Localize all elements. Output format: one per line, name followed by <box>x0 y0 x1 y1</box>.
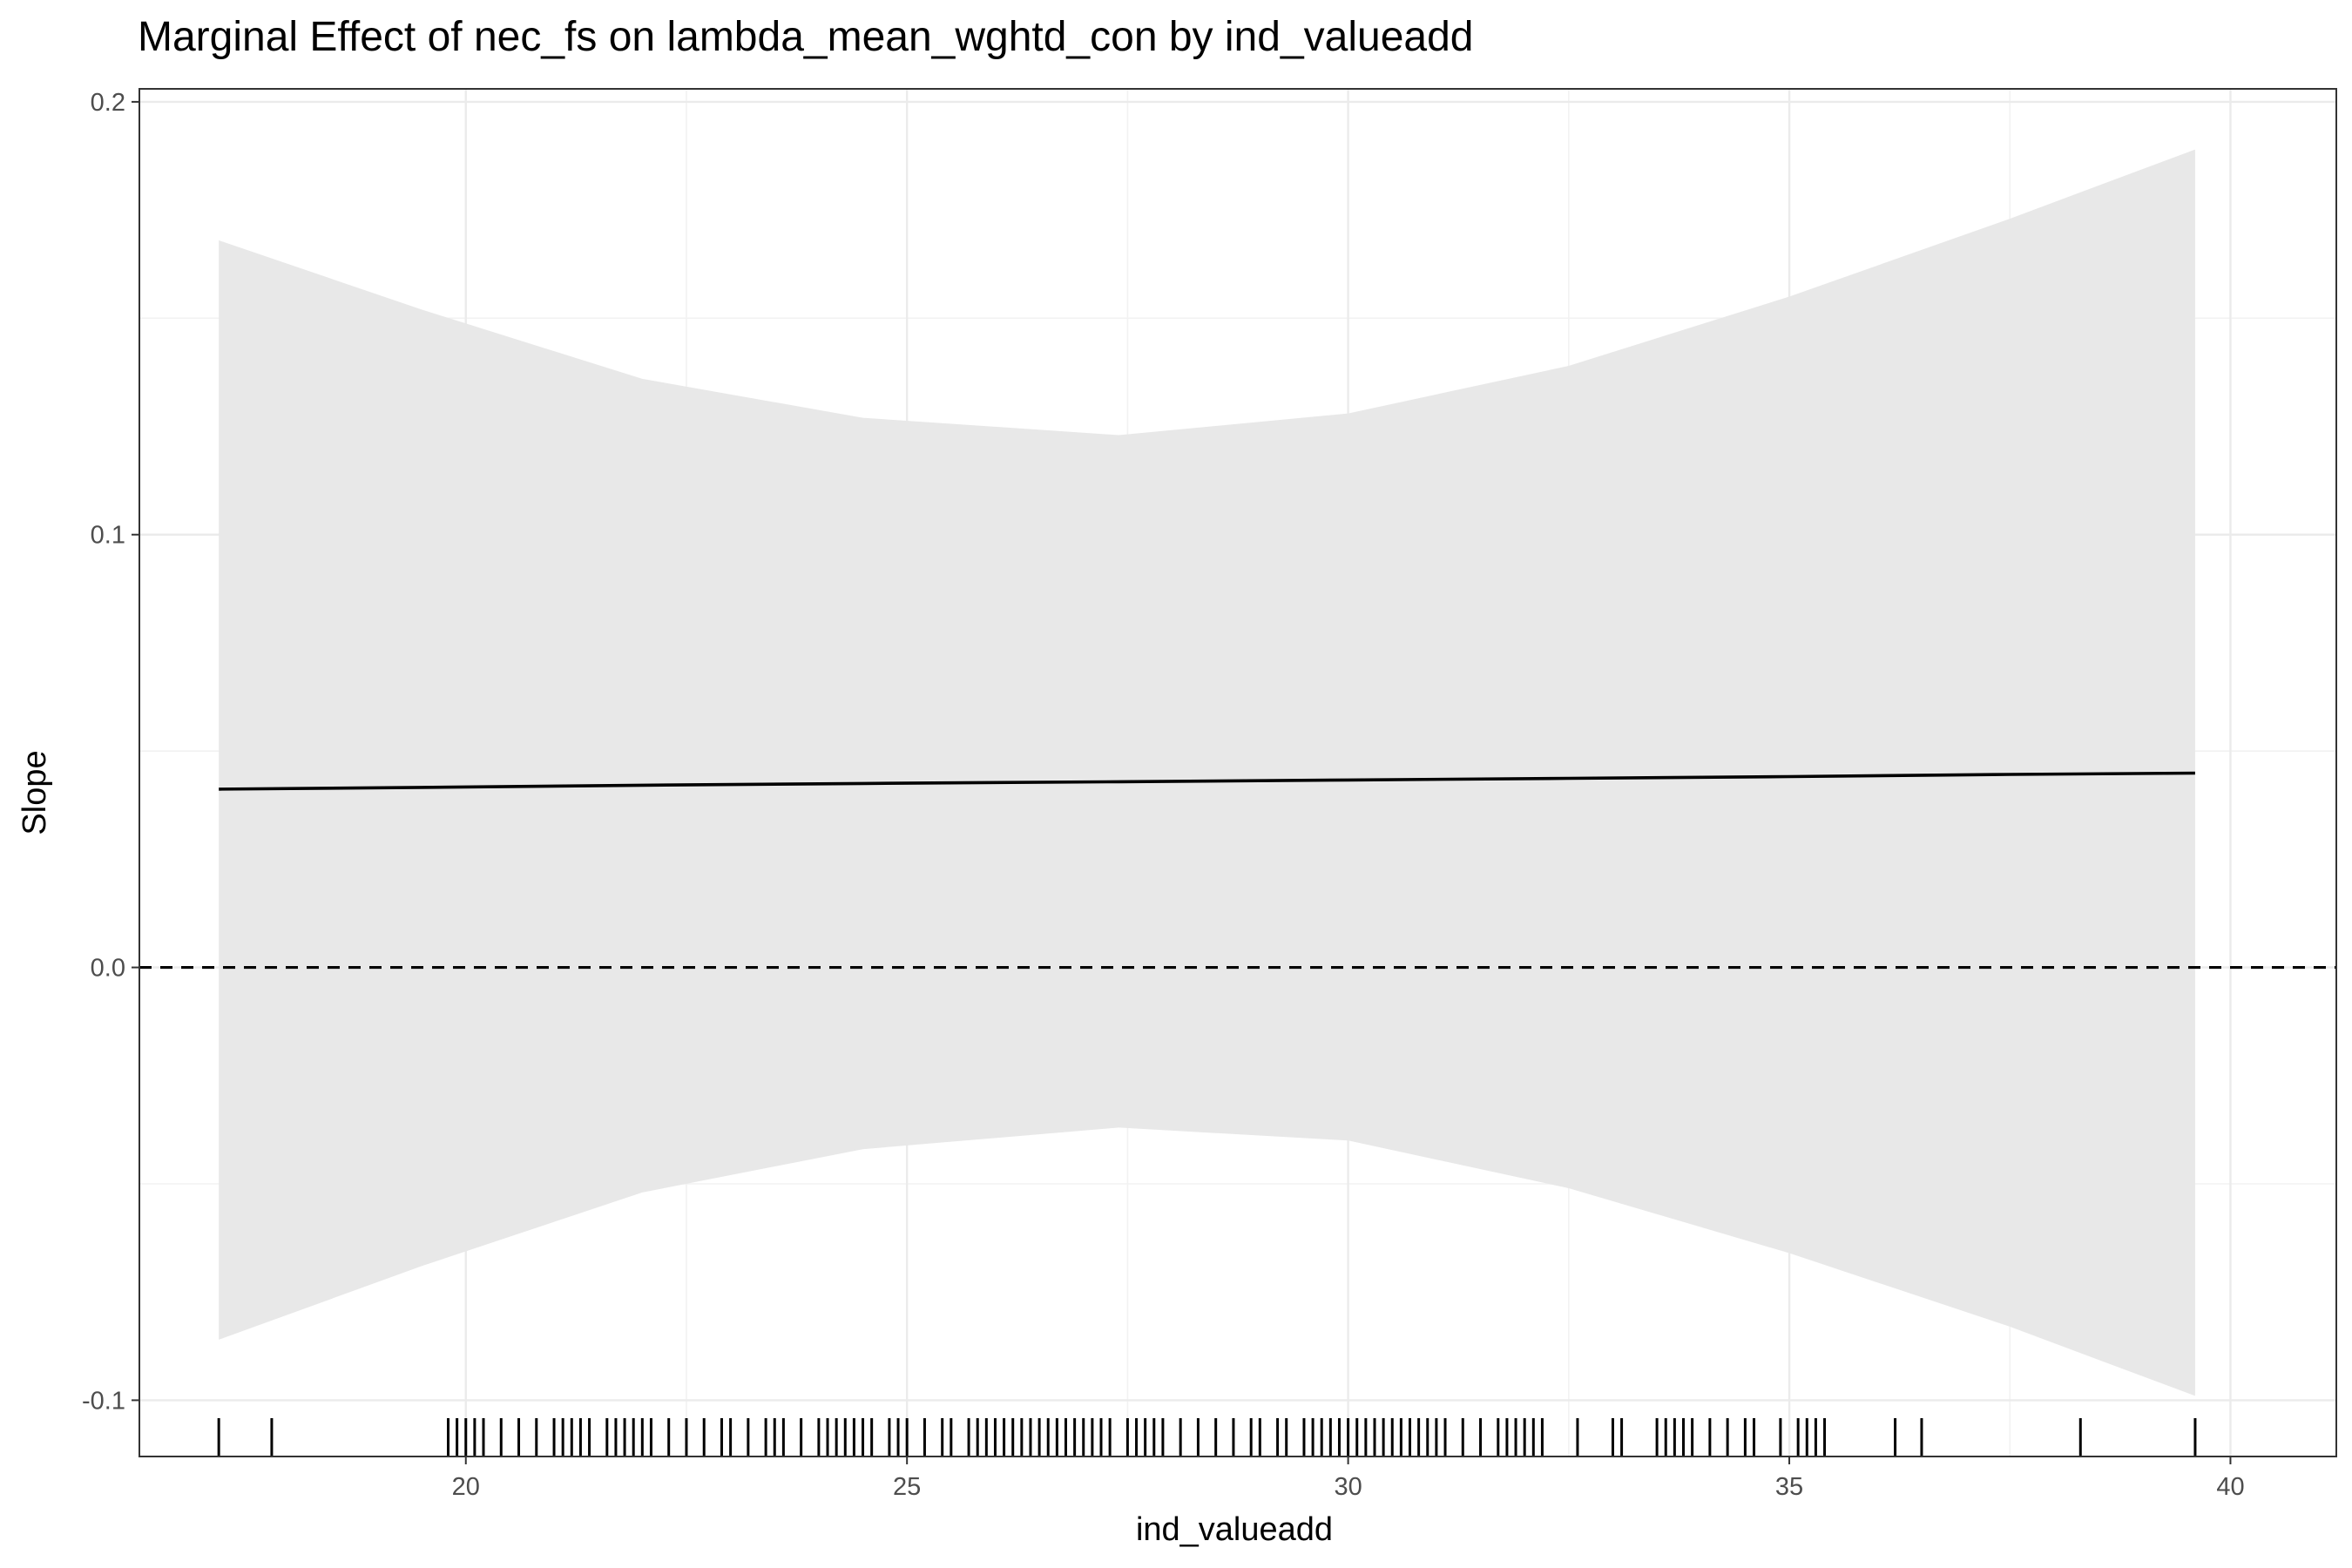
x-axis-ticks: 20 25 30 35 40 <box>452 1456 2245 1501</box>
y-tick-label: -0.1 <box>82 1387 125 1415</box>
y-axis-ticks: -0.1 0.0 0.1 0.2 <box>82 89 139 1415</box>
y-tick-label: 0.0 <box>91 955 125 983</box>
x-axis-title: ind_valueadd <box>1136 1511 1333 1548</box>
x-tick-label: 40 <box>2216 1473 2244 1501</box>
chart-title: Marginal Effect of nec_fs on lambda_mean… <box>138 14 1473 60</box>
y-tick-label: 0.1 <box>91 522 125 550</box>
x-tick-label: 35 <box>1775 1473 1803 1501</box>
plot-panel <box>139 88 2337 1457</box>
x-tick-label: 30 <box>1334 1473 1362 1501</box>
x-tick-label: 20 <box>452 1473 480 1501</box>
y-tick-label: 0.2 <box>91 89 125 117</box>
x-tick-label: 25 <box>893 1473 921 1501</box>
y-axis-title: Slope <box>17 750 53 835</box>
rug-marks <box>217 1418 2197 1456</box>
panel-border <box>139 88 2337 1457</box>
confidence-band <box>219 149 2195 1396</box>
slope-line <box>219 771 2195 791</box>
